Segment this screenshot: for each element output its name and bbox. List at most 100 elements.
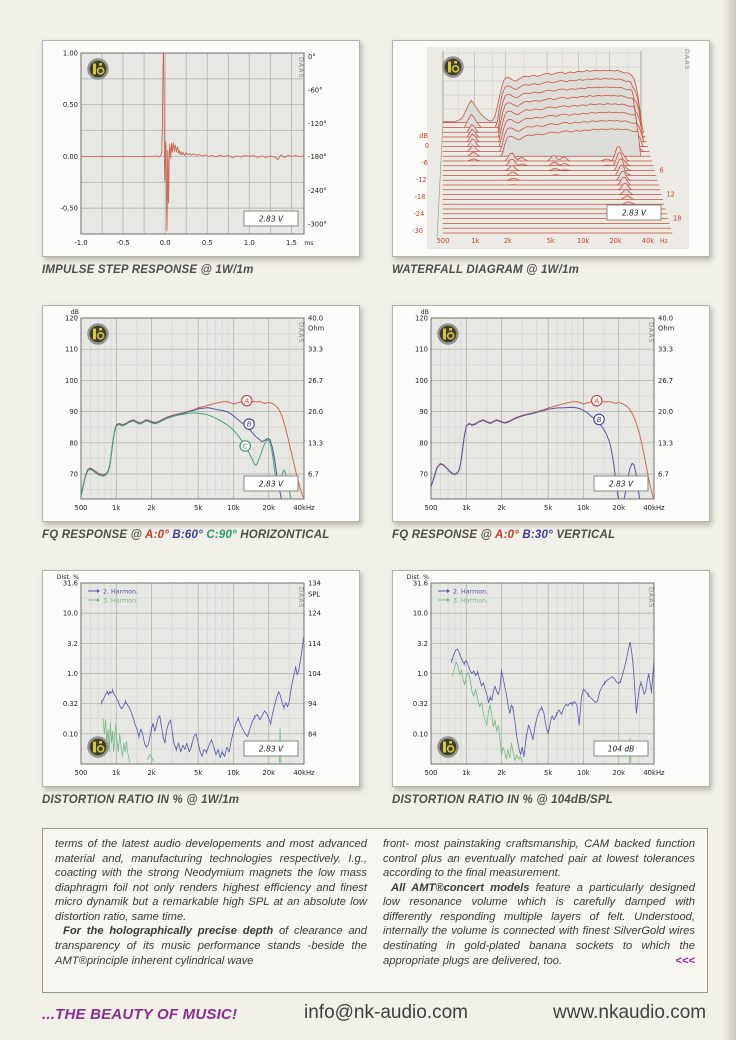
bold-lead: For the holographically precise depth [63,925,274,938]
slogan: ...THE BEAUTY OF MUSIC! [42,1006,238,1023]
svg-text:C: C [243,443,248,451]
caption-distortion-1w: DISTORTION RATIO IN % @ 1W/1m [42,794,240,806]
svg-text:20k: 20k [262,504,275,512]
svg-text:2k: 2k [497,504,505,512]
svg-text:20k: 20k [262,769,275,777]
svg-text:1k: 1k [112,504,120,512]
svg-text:-18: -18 [415,193,426,201]
svg-text:0°: 0° [308,53,316,61]
svg-text:Hz: Hz [660,238,668,245]
svg-text:-12: -12 [416,176,427,184]
waterfall-chart: dB 0 -6 -12 -18 -24 -30 500 1k 2k 5k 10k 20k 40k Hz 6 12… [392,40,710,257]
waterfall-plot: dB 0 -6 -12 -18 -24 -30 500 1k 2k 5k 10k 20k 40k Hz 6 12… [412,47,691,249]
svg-text:6.7: 6.7 [308,471,319,479]
svg-text:-60°: -60° [308,87,323,95]
svg-text:-180°: -180° [308,153,327,161]
svg-text:100: 100 [415,377,428,385]
svg-text:31.6: 31.6 [63,580,78,588]
svg-text:3.2: 3.2 [67,640,78,648]
page-edge-shadow [722,0,736,1040]
svg-text:12: 12 [666,191,674,199]
svg-text:31.6: 31.6 [413,580,428,588]
svg-text:2.83 V: 2.83 V [609,480,634,489]
svg-text:dB: dB [71,309,79,316]
svg-text:B: B [247,421,252,429]
svg-text:90: 90 [69,408,78,416]
svg-text:2.83 V: 2.83 V [259,215,284,224]
svg-text:2.83 V: 2.83 V [622,209,647,218]
paragraph: All AMT®concert models feature a particu… [383,881,695,968]
svg-text:-6: -6 [421,159,428,167]
svg-text:94: 94 [308,700,317,708]
svg-text:70: 70 [419,471,428,479]
svg-text:40k: 40k [642,237,654,245]
caption-fq-h-c: C:90° [202,529,237,541]
svg-text:84: 84 [308,730,317,738]
svg-text:20k: 20k [612,769,625,777]
svg-text:dB: dB [421,309,429,316]
svg-text:DAAS: DAAS [297,587,305,608]
paragraph: front- most painstaking craftsmanship, C… [383,838,695,880]
svg-text:-24: -24 [413,210,424,218]
contact-email[interactable]: info@nk-audio.com [304,1002,468,1023]
svg-text:dB: dB [419,132,428,140]
svg-text:1.0: 1.0 [417,670,428,678]
svg-text:Ohm: Ohm [658,324,675,332]
svg-text:A: A [243,397,249,405]
svg-text:10.0: 10.0 [63,610,78,618]
svg-text:114: 114 [308,640,321,648]
svg-text:-120°: -120° [308,120,327,128]
svg-text:500: 500 [437,237,450,245]
svg-text:0: 0 [425,142,429,150]
svg-text:104 dB: 104 dB [608,745,635,754]
svg-text:3. Harmon.: 3. Harmon. [453,598,488,605]
svg-text:2k: 2k [504,237,512,245]
caption-fq-horizontal: FQ RESPONSE @ A:0° B:60° C:90° HORIZONTI… [42,529,330,541]
svg-text:DAAS: DAAS [683,49,691,70]
svg-text:120: 120 [415,315,428,323]
caption-fq-h-suffix: HORIZONTICAL [236,529,330,541]
svg-text:-240°: -240° [308,187,327,195]
svg-text:10k: 10k [227,504,240,512]
caption-impulse: IMPULSE STEP RESPONSE @ 1W/1m [42,264,254,276]
svg-text:Ohm: Ohm [308,324,325,332]
svg-text:40kHz: 40kHz [643,504,665,512]
svg-text:0.10: 0.10 [63,730,78,738]
svg-text:18: 18 [673,215,681,223]
svg-text:A: A [593,397,599,405]
svg-text:-0.5: -0.5 [116,239,129,247]
svg-text:-300°: -300° [308,221,327,229]
website-link[interactable]: www.nkaudio.com [553,1002,707,1023]
svg-text:100: 100 [65,377,78,385]
continuation-mark: <<< [675,954,695,967]
svg-text:500: 500 [75,504,88,512]
paragraph: terms of the latest audio developements … [55,838,367,923]
distortion-1w-chart: Dist. % 31.6 10.0 3.2 1.0 0.32 0.10 134 SPL 124 11… [42,570,360,787]
svg-text:B: B [597,416,602,424]
caption-fq-h-a: A:0° [142,529,169,541]
svg-text:26.7: 26.7 [658,377,673,385]
svg-text:110: 110 [65,346,78,354]
svg-text:20k: 20k [609,237,621,245]
svg-text:10k: 10k [577,504,590,512]
svg-text:Dist. %: Dist. % [407,574,429,581]
dist1-plot: Dist. %31.6 10.0 3.2 1.0 0.32 0.10 134 SPL 124 11… [57,574,321,777]
svg-text:6: 6 [660,167,664,175]
dist2-plot: Dist. %31.6 10.0 3.2 1.0 0.32 0.10 500 1k 2k 5k 10… [407,574,665,777]
svg-text:-1.0: -1.0 [74,239,87,247]
caption-waterfall: WATERFALL DIAGRAM @ 1W/1m [392,264,580,276]
svg-text:40kHz: 40kHz [293,769,315,777]
distortion-104db-chart: Dist. % 31.6 10.0 3.2 1.0 0.32 0.10 500 1k 2k 5k 10… [392,570,710,787]
svg-text:104: 104 [308,670,321,678]
paragraph-rest: feature a particularly designed low reso… [383,881,695,967]
svg-text:134: 134 [308,580,321,588]
svg-text:5k: 5k [194,769,202,777]
svg-text:20k: 20k [612,504,625,512]
svg-text:0.32: 0.32 [413,700,428,708]
caption-fq-h-b: B:60° [169,529,203,541]
svg-text:2. Harmon.: 2. Harmon. [453,589,488,596]
